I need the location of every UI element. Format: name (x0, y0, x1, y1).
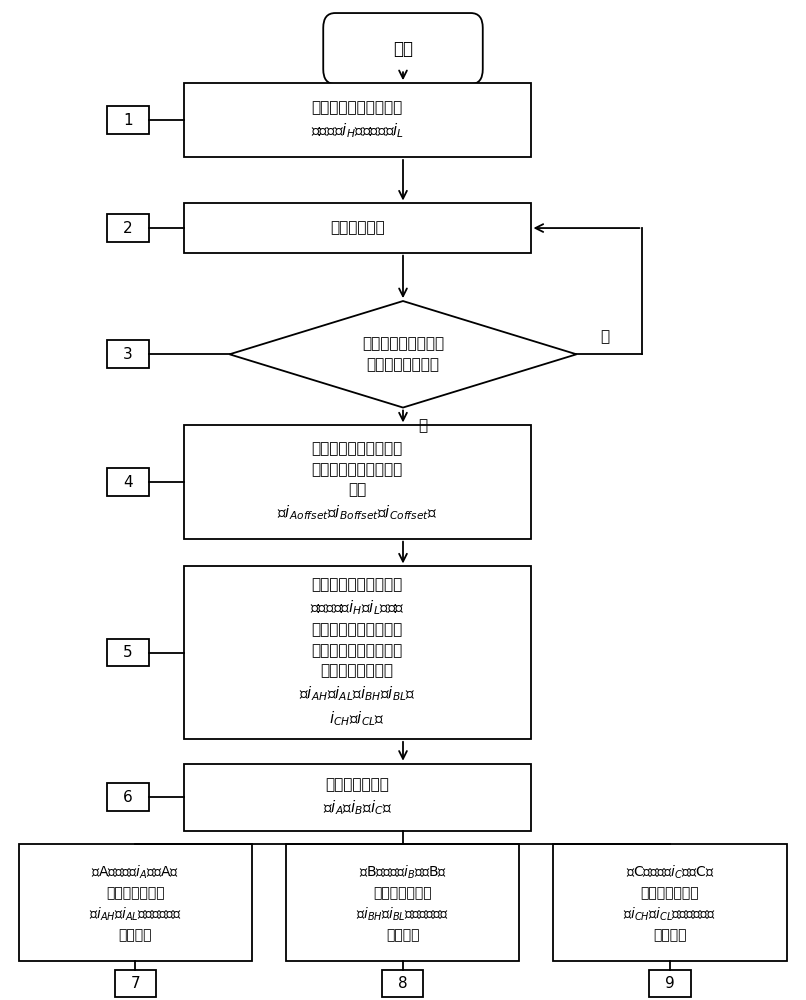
Bar (107, 639, 148, 666)
Bar (19, 844, 252, 961)
Bar (184, 764, 530, 831)
Text: 9: 9 (665, 976, 675, 991)
Text: 判断是否进入了低速
电流斩波控制模式: 判断是否进入了低速 电流斩波控制模式 (362, 337, 444, 372)
Bar (114, 970, 156, 997)
Text: 将预先设定的电流斩波
上、下限（$i_H$、$i_L$）与三
相电流斩波限随机偏移
量相加，得到新的三相
电流斩波上、下限
（$i_{AH}$、$i_{AL}$: 将预先设定的电流斩波 上、下限（$i_H$、$i_L$）与三 相电流斩波限随机偏… (299, 577, 415, 728)
Bar (184, 566, 530, 739)
Bar (184, 83, 530, 157)
Text: 使用伪随机方法为三相
电流斩波限产生随机偏
移量
（$i_{Aoffset}$、$i_{Boffset}$、$i_{Coffset}$）: 使用伪随机方法为三相 电流斩波限产生随机偏 移量 （$i_{Aoffset}$、… (277, 442, 438, 522)
Text: 将B相电流（$i_B$）与B相
电流斩波上下限
（$i_{BH}$、$i_{BL}$）比较，进行
斩波控制: 将B相电流（$i_B$）与B相 电流斩波上下限 （$i_{BH}$、$i_{BL… (356, 863, 449, 942)
Text: 1: 1 (123, 113, 133, 128)
Bar (286, 844, 519, 961)
Text: 8: 8 (398, 976, 407, 991)
Bar (107, 783, 148, 811)
Text: 检测三相相电流
（$i_A$、$i_B$、$i_C$）: 检测三相相电流 （$i_A$、$i_B$、$i_C$） (322, 777, 392, 817)
Text: 检测电机转速: 检测电机转速 (330, 221, 384, 236)
Text: 是: 是 (418, 418, 427, 433)
Bar (553, 844, 787, 961)
Bar (184, 425, 530, 539)
Text: 3: 3 (123, 347, 133, 362)
Bar (107, 106, 148, 134)
FancyBboxPatch shape (323, 13, 483, 84)
Bar (649, 970, 691, 997)
Text: 5: 5 (123, 645, 133, 660)
Bar (107, 214, 148, 242)
Text: 将A相电流（$i_A$）与A相
电流斩波上下限
（$i_{AH}$、$i_{AL}$）比较，进行
斩波控制: 将A相电流（$i_A$）与A相 电流斩波上下限 （$i_{AH}$、$i_{AL… (89, 863, 181, 942)
Text: 2: 2 (123, 221, 133, 236)
Text: 7: 7 (131, 976, 140, 991)
Text: 设置开关磁阻电机电流
斩波上限$i_H$和斩波下限$i_L$: 设置开关磁阻电机电流 斩波上限$i_H$和斩波下限$i_L$ (310, 100, 404, 140)
Bar (107, 340, 148, 368)
Text: 开始: 开始 (393, 40, 413, 58)
Text: 4: 4 (123, 475, 133, 490)
Polygon shape (230, 301, 576, 408)
Text: 否: 否 (600, 329, 609, 344)
Bar (382, 970, 423, 997)
Bar (107, 468, 148, 496)
Text: 6: 6 (123, 790, 133, 805)
Bar (184, 203, 530, 253)
Text: 将C相电流（$i_C$）与C相
电流斩波上下限
（$i_{CH}$、$i_{CL}$）比较，进行
斩波控制: 将C相电流（$i_C$）与C相 电流斩波上下限 （$i_{CH}$、$i_{CL… (623, 863, 717, 942)
